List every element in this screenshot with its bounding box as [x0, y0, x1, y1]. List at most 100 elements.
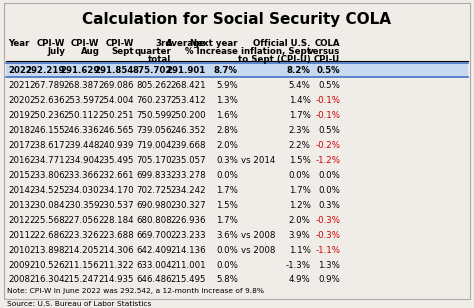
Text: % Increase: % Increase — [185, 47, 238, 56]
Text: 215.247: 215.247 — [64, 275, 100, 285]
Text: 211.156: 211.156 — [64, 261, 100, 270]
Text: 2013: 2013 — [8, 201, 30, 210]
Text: 239.668: 239.668 — [170, 141, 206, 150]
Text: 233.806: 233.806 — [29, 171, 65, 180]
Text: 222.686: 222.686 — [29, 231, 65, 240]
Text: 0.0%: 0.0% — [216, 171, 238, 180]
Text: 8.2%: 8.2% — [287, 66, 310, 75]
Text: -0.2%: -0.2% — [315, 141, 340, 150]
Text: 234.170: 234.170 — [98, 186, 134, 195]
Text: 239.448: 239.448 — [64, 141, 100, 150]
Text: 232.661: 232.661 — [98, 171, 134, 180]
Text: 2022: 2022 — [8, 66, 32, 75]
Text: -0.1%: -0.1% — [315, 96, 340, 105]
Text: 690.980: 690.980 — [136, 201, 172, 210]
Text: 230.359: 230.359 — [64, 201, 100, 210]
Text: 760.237: 760.237 — [136, 96, 172, 105]
Text: 2019: 2019 — [8, 111, 30, 120]
Text: 0.3%: 0.3% — [216, 156, 238, 165]
Text: 0.0%: 0.0% — [216, 261, 238, 270]
Text: -0.1%: -0.1% — [315, 111, 340, 120]
Text: 2016: 2016 — [8, 156, 30, 165]
Text: 215.495: 215.495 — [170, 275, 206, 285]
Text: 234.030: 234.030 — [64, 186, 100, 195]
Text: CPI-W: CPI-W — [105, 39, 134, 48]
Text: 1.3%: 1.3% — [216, 96, 238, 105]
Text: 2008: 2008 — [8, 275, 30, 285]
Text: 705.170: 705.170 — [136, 156, 172, 165]
Text: CPI-U: CPI-U — [314, 55, 340, 64]
Text: 646.486: 646.486 — [136, 275, 172, 285]
Text: 2020: 2020 — [8, 96, 30, 105]
Text: 1.7%: 1.7% — [289, 186, 310, 195]
Text: 250.200: 250.200 — [170, 111, 206, 120]
Text: 3rd: 3rd — [155, 39, 172, 48]
Text: 238.617: 238.617 — [29, 141, 65, 150]
Text: 2.3%: 2.3% — [289, 126, 310, 135]
Text: 0.0%: 0.0% — [319, 171, 340, 180]
Text: 0.5%: 0.5% — [317, 66, 340, 75]
Text: 211.001: 211.001 — [170, 261, 206, 270]
Text: 292.219: 292.219 — [26, 66, 65, 75]
Text: versus: versus — [308, 47, 340, 56]
Text: 223.688: 223.688 — [98, 231, 134, 240]
Text: 0.0%: 0.0% — [319, 186, 340, 195]
Text: 230.327: 230.327 — [170, 201, 206, 210]
Text: 250.251: 250.251 — [98, 111, 134, 120]
Text: 225.568: 225.568 — [29, 216, 65, 225]
Text: 234.904: 234.904 — [64, 156, 100, 165]
Text: -1.1%: -1.1% — [315, 245, 340, 254]
Text: 2018: 2018 — [8, 126, 30, 135]
Text: 1.5%: 1.5% — [216, 201, 238, 210]
Text: 214.306: 214.306 — [98, 245, 134, 254]
Text: Note: CPI-W in June 2022 was 292.542, a 12-month increase of 9.8%: Note: CPI-W in June 2022 was 292.542, a … — [7, 288, 264, 294]
Text: 3.6%: 3.6% — [216, 231, 238, 240]
Text: 699.833: 699.833 — [136, 171, 172, 180]
Text: 250.236: 250.236 — [29, 111, 65, 120]
Text: -0.3%: -0.3% — [315, 231, 340, 240]
Text: 234.771: 234.771 — [29, 156, 65, 165]
Text: CPI-W: CPI-W — [36, 39, 65, 48]
Text: Calculation for Social Security COLA: Calculation for Social Security COLA — [82, 12, 392, 27]
Text: 246.565: 246.565 — [98, 126, 134, 135]
Text: 2014: 2014 — [8, 186, 30, 195]
Text: 1.6%: 1.6% — [216, 111, 238, 120]
Text: 2.0%: 2.0% — [216, 141, 238, 150]
Text: 2017: 2017 — [8, 141, 30, 150]
Text: 719.004: 719.004 — [136, 141, 172, 150]
Text: 253.412: 253.412 — [170, 96, 206, 105]
Text: CPI-W: CPI-W — [71, 39, 100, 48]
Text: 1.3%: 1.3% — [319, 261, 340, 270]
Text: 213.898: 213.898 — [29, 245, 65, 254]
Text: 0.5%: 0.5% — [319, 81, 340, 90]
Text: 226.936: 226.936 — [170, 216, 206, 225]
Text: 2021: 2021 — [8, 81, 30, 90]
Text: July: July — [47, 47, 65, 56]
Text: -1.3%: -1.3% — [285, 261, 310, 270]
Text: Official U.S.: Official U.S. — [253, 39, 310, 48]
Text: 268.421: 268.421 — [170, 81, 206, 90]
Text: 8.7%: 8.7% — [214, 66, 238, 75]
Text: 268.387: 268.387 — [64, 81, 100, 90]
Text: Next year: Next year — [191, 39, 238, 48]
Text: 633.004: 633.004 — [136, 261, 172, 270]
Text: COLA: COLA — [315, 39, 340, 48]
Text: 246.155: 246.155 — [29, 126, 65, 135]
Text: 230.537: 230.537 — [98, 201, 134, 210]
Text: 805.262: 805.262 — [136, 81, 172, 90]
Text: 223.326: 223.326 — [64, 231, 100, 240]
Text: 2.0%: 2.0% — [289, 216, 310, 225]
Text: 739.056: 739.056 — [136, 126, 172, 135]
Text: 5.8%: 5.8% — [216, 275, 238, 285]
Text: 1.7%: 1.7% — [216, 186, 238, 195]
Text: 680.808: 680.808 — [136, 216, 172, 225]
Text: 214.205: 214.205 — [64, 245, 100, 254]
Text: 234.525: 234.525 — [29, 186, 65, 195]
Text: 291.901: 291.901 — [167, 66, 206, 75]
Text: 230.084: 230.084 — [29, 201, 65, 210]
Text: Sept: Sept — [111, 47, 134, 56]
Text: 291.629: 291.629 — [60, 66, 100, 75]
Text: vs 2008: vs 2008 — [241, 231, 275, 240]
Text: Aug: Aug — [81, 47, 100, 56]
Text: 1.2%: 1.2% — [289, 201, 310, 210]
